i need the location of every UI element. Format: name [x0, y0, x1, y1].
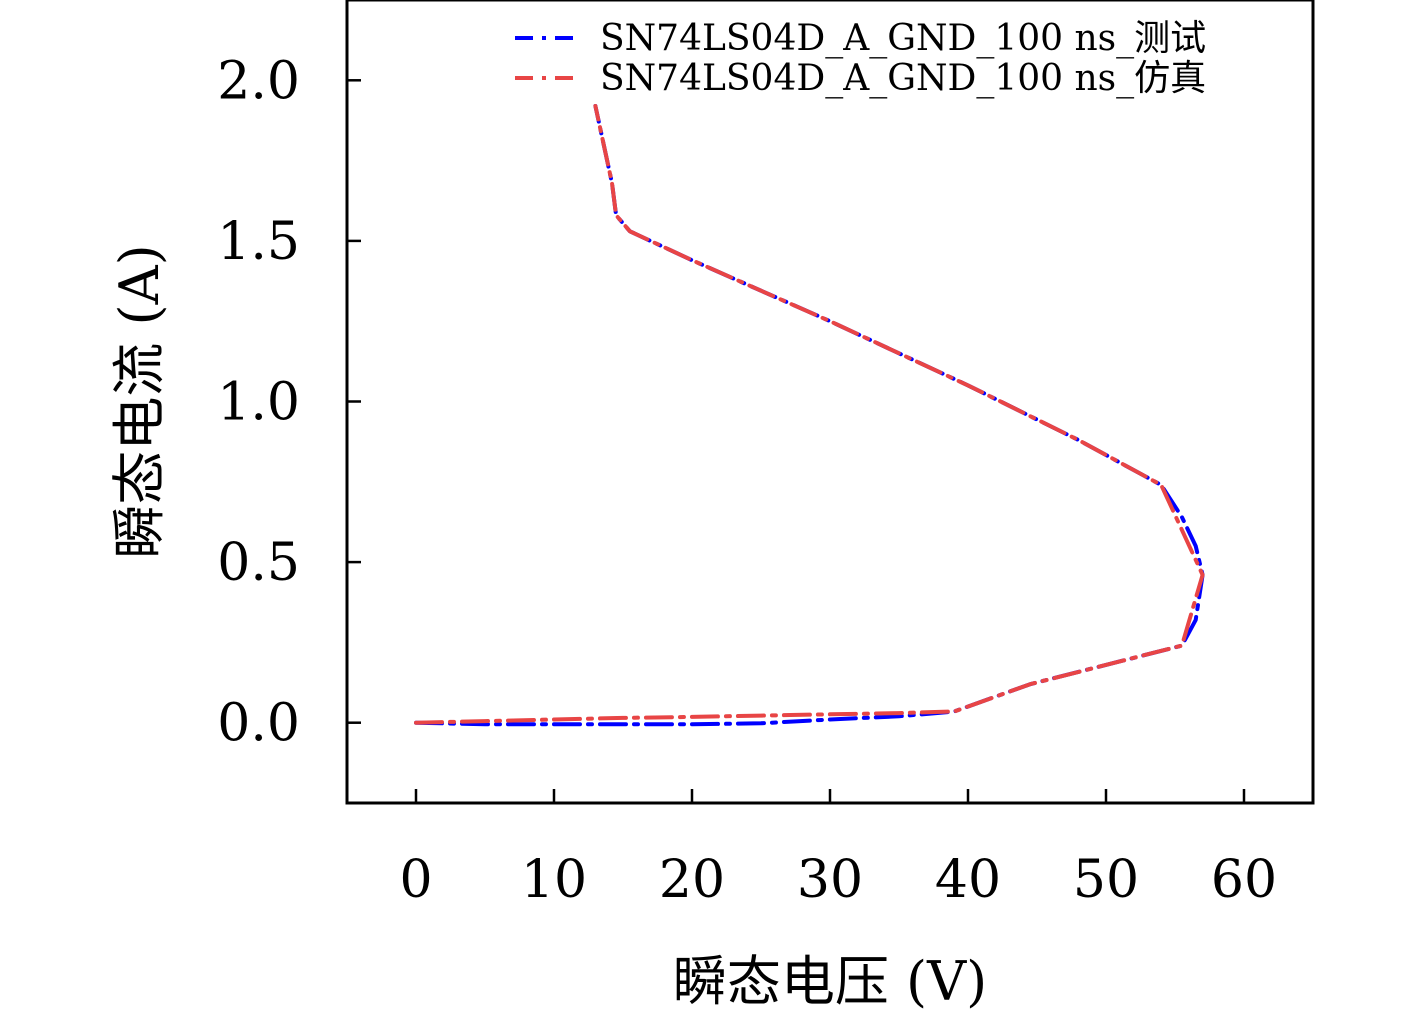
y-tick-label: 0.0 [217, 694, 300, 754]
legend-label-2: SN74LS04D_A_GND_100 ns_仿真 [600, 58, 1206, 99]
x-tick-label: 10 [521, 850, 587, 910]
x-tick-label: 0 [399, 850, 432, 910]
x-axis-title: 瞬态电压 (V) [673, 950, 987, 1013]
series-line-2 [414, 104, 1205, 725]
series-layer [414, 104, 1205, 727]
axes-layer: 0 10 20 30 40 50 60 0.0 0.5 1.0 1.5 2.0 [217, 51, 1277, 910]
x-tick-label: 40 [935, 850, 1001, 910]
x-tick-label: 30 [797, 850, 863, 910]
legend-label-1: SN74LS04D_A_GND_100 ns_测试 [600, 18, 1206, 59]
legend: SN74LS04D_A_GND_100 ns_测试SN74LS04D_A_GND… [515, 18, 1206, 99]
plot-frame [345, 0, 1315, 805]
x-tick-label: 60 [1211, 850, 1277, 910]
y-axis-title: 瞬态电流 (A) [108, 244, 171, 558]
y-tick-label: 0.5 [217, 533, 300, 593]
x-tick-label: 50 [1073, 850, 1139, 910]
plot-area [345, 0, 1315, 805]
y-tick-label: 2.0 [217, 51, 300, 111]
x-tick-label: 20 [659, 850, 725, 910]
y-tick-label: 1.5 [217, 212, 300, 272]
y-tick-label: 1.0 [217, 373, 300, 433]
series-line-1 [414, 104, 1205, 727]
